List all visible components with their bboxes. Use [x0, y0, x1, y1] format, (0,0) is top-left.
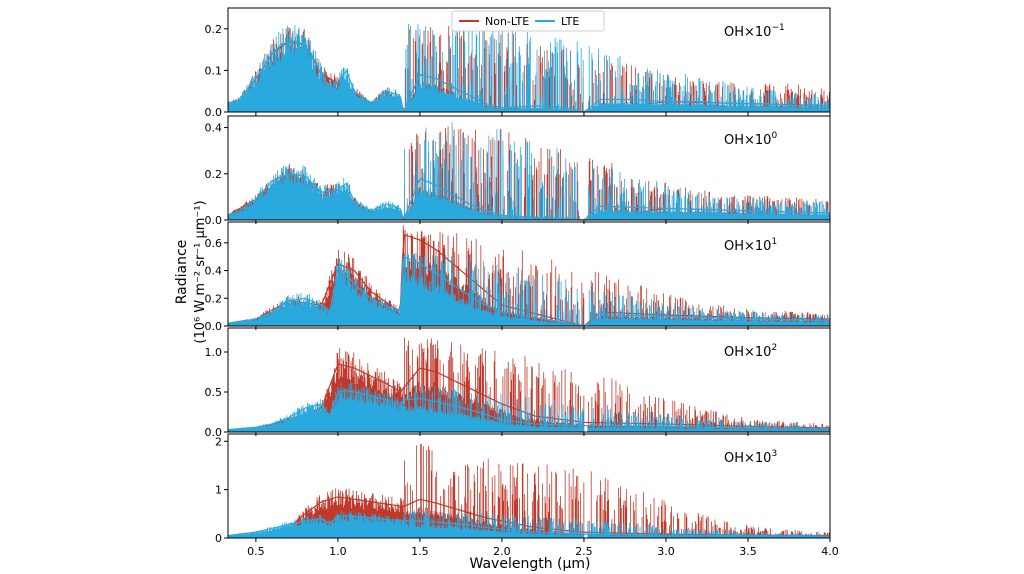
panel-label-base: OH×10	[724, 133, 771, 148]
panel-1-frame	[227, 7, 831, 113]
y-tick-label: 0.0	[205, 214, 223, 227]
y-tick-label: 0	[215, 532, 222, 545]
panel-label-exponent: 3	[771, 449, 777, 459]
y-tick-label: 0.1	[205, 64, 223, 77]
series-lte-spectrum	[228, 252, 830, 326]
panel-label-exponent: 0	[771, 131, 777, 141]
panel-label-base: OH×10	[724, 239, 771, 254]
y-tick-label: 0.0	[205, 106, 223, 119]
panel-4-plot-area	[228, 337, 830, 432]
panel-3: 0.0 0.2 0.4 0.6 OH×101	[205, 221, 831, 333]
panel-5-plot-area	[228, 443, 830, 538]
y-tick-label: 1	[215, 484, 222, 497]
series-non-lte-baseline	[228, 234, 830, 326]
series-lte-baseline	[228, 40, 830, 112]
panel-label-exponent: 1	[771, 237, 777, 247]
panel-label-base: OH×10	[724, 25, 771, 40]
panel-label: OH×103	[724, 449, 777, 466]
y-tick-label: 0.2	[205, 168, 223, 181]
panel-label-base: OH×10	[724, 451, 771, 466]
panel-4: 0.0 0.5 1.0 OH×102	[205, 327, 831, 439]
x-tick-label: 0.5	[247, 545, 265, 558]
y-tick-label: 0.4	[205, 265, 223, 278]
panel-5: 0 1 2 0.5 1.0 1.5 2.0 2.5 3.0 3.5 4.0 OH×103	[215, 433, 839, 558]
y-tick-label: 0.6	[205, 237, 223, 250]
series-lte-spectrum	[228, 19, 830, 112]
panel-label-base: OH×10	[724, 345, 771, 360]
legend-nonlte-label: Non-LTE	[485, 15, 529, 28]
y-tick-label: 0.0	[205, 426, 223, 439]
y-tick-label: 0.0	[205, 320, 223, 333]
panel-label: OH×100	[724, 131, 777, 148]
series-lte-spectrum	[228, 381, 830, 432]
panel-2-plot-area	[228, 122, 830, 220]
panel-1-plot-area	[228, 19, 830, 112]
y-tick-label: 0.5	[205, 386, 223, 399]
x-axis-label: Wavelength (μm)	[470, 556, 591, 572]
series-lte-baseline	[228, 173, 830, 220]
chart-panels: 0.00.10.2 OH×10−10.00.20.4OH×1000.00.20.4…	[205, 7, 839, 558]
panel-2: 0.0 0.2 0.4 OH×100	[205, 115, 831, 227]
y-tick-label: 2	[215, 435, 222, 448]
y-tick-label: 1.0	[205, 346, 223, 359]
y-axis-label-line2: (10⁶ W m⁻² sr⁻¹ μm⁻¹)	[193, 200, 208, 343]
series-lte-baseline	[228, 389, 830, 431]
panel-label: OH×102	[724, 343, 777, 360]
panel-5-frame	[227, 433, 831, 539]
x-tick-label: 3.5	[739, 545, 757, 558]
legend-lte-label: LTE	[561, 15, 579, 28]
y-tick-label: 0.2	[205, 292, 223, 305]
y-tick-label: 0.4	[205, 122, 223, 135]
panel-3-plot-area	[228, 225, 830, 326]
series-lte-baseline	[228, 515, 830, 537]
panel-label-exponent: 2	[771, 343, 777, 353]
panel-3-frame	[227, 221, 831, 327]
x-tick-label: 4.0	[821, 545, 839, 558]
panel-label: OH×10−1	[724, 23, 785, 40]
x-tick-label: 1.0	[329, 545, 347, 558]
y-axis-label-line1: Radiance	[174, 240, 190, 305]
panel-2-frame	[227, 115, 831, 221]
x-tick-label: 1.5	[411, 545, 429, 558]
x-tick-label: 2.5	[575, 545, 593, 558]
panel-4-frame	[227, 327, 831, 433]
x-tick-label: 2.0	[493, 545, 511, 558]
legend: Non-LTE LTE	[451, 10, 605, 32]
panel-label-exponent: −1	[771, 23, 784, 33]
series-lte-baseline	[228, 256, 830, 326]
panel-1: 0.0 0.1 0.2 OH×10−1	[205, 7, 831, 119]
legend-box	[451, 10, 605, 32]
x-tick-label: 3.0	[657, 545, 675, 558]
y-tick-label: 0.2	[205, 23, 223, 36]
panel-label: OH×101	[724, 237, 777, 254]
